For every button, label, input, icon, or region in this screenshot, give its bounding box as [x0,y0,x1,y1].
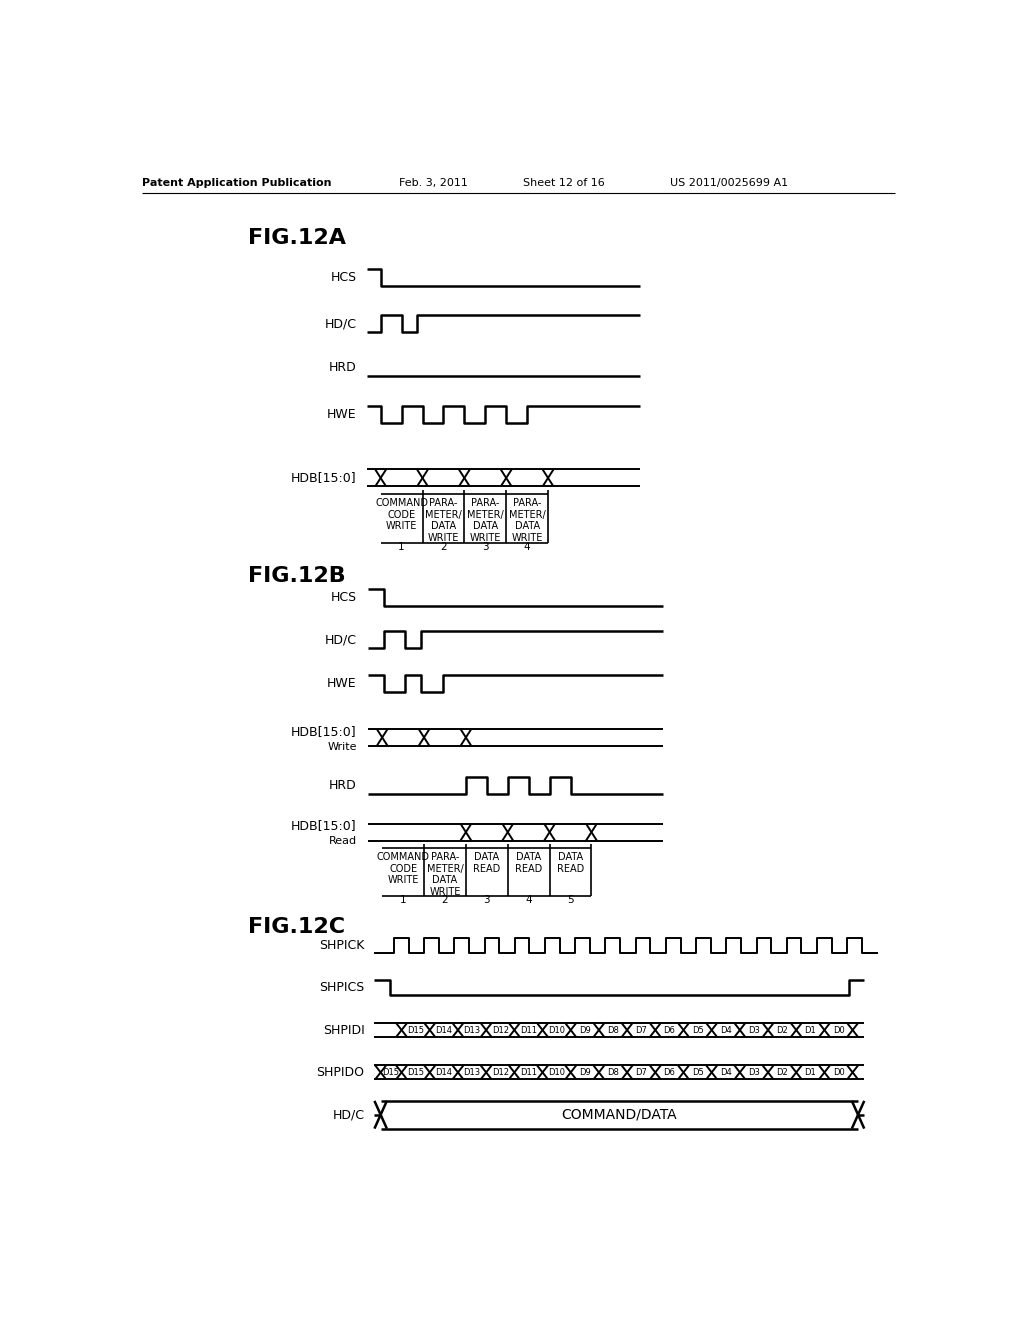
Text: D10: D10 [548,1026,565,1035]
Text: D7: D7 [635,1026,647,1035]
Text: COMMAND
CODE
WRITE: COMMAND CODE WRITE [377,853,430,886]
Text: HWE: HWE [327,677,356,690]
Text: HDB[15:0]: HDB[15:0] [291,725,356,738]
Text: PARA-
METER/
DATA
WRITE: PARA- METER/ DATA WRITE [425,498,462,543]
Text: 4: 4 [524,543,530,552]
Text: D13: D13 [464,1068,480,1077]
Text: COMMAND
CODE
WRITE: COMMAND CODE WRITE [375,498,428,531]
Text: HCS: HCS [331,591,356,603]
Text: FIG.12B: FIG.12B [248,566,346,586]
Text: D4: D4 [720,1026,731,1035]
Text: D11: D11 [520,1068,537,1077]
Text: 3: 3 [482,543,488,552]
Text: D14: D14 [435,1068,453,1077]
Text: D2: D2 [776,1068,788,1077]
Text: PARA-
METER/
DATA
WRITE: PARA- METER/ DATA WRITE [427,853,463,898]
Text: D12: D12 [492,1026,509,1035]
Text: D15: D15 [383,1068,399,1077]
Text: D3: D3 [748,1026,760,1035]
Text: SHPIDO: SHPIDO [316,1065,365,1078]
Text: D5: D5 [691,1026,703,1035]
Text: SHPICK: SHPICK [319,939,365,952]
Text: SHPICS: SHPICS [319,981,365,994]
Text: DATA
READ: DATA READ [473,853,501,874]
Text: D7: D7 [635,1068,647,1077]
Text: D8: D8 [607,1026,618,1035]
Text: D15: D15 [408,1068,424,1077]
Text: 5: 5 [567,895,573,904]
Text: HD/C: HD/C [325,317,356,330]
Text: D11: D11 [520,1026,537,1035]
Text: Sheet 12 of 16: Sheet 12 of 16 [523,178,605,187]
Text: DATA
READ: DATA READ [515,853,543,874]
Text: US 2011/0025699 A1: US 2011/0025699 A1 [671,178,788,187]
Text: D10: D10 [548,1068,565,1077]
Text: D9: D9 [579,1026,591,1035]
Text: D3: D3 [748,1068,760,1077]
Text: D0: D0 [833,1026,845,1035]
Text: 1: 1 [399,895,407,904]
Text: HRD: HRD [329,779,356,792]
Text: D6: D6 [664,1068,675,1077]
Text: Write: Write [327,742,356,751]
Text: PARA-
METER/
DATA
WRITE: PARA- METER/ DATA WRITE [509,498,546,543]
Text: D5: D5 [691,1068,703,1077]
Text: D4: D4 [720,1068,731,1077]
Text: HCS: HCS [331,271,356,284]
Text: COMMAND/DATA: COMMAND/DATA [561,1107,677,1122]
Text: D1: D1 [805,1068,816,1077]
Text: D6: D6 [664,1026,675,1035]
Text: HDB[15:0]: HDB[15:0] [291,820,356,833]
Text: Feb. 3, 2011: Feb. 3, 2011 [399,178,468,187]
Text: HDB[15:0]: HDB[15:0] [291,471,356,484]
Text: Patent Application Publication: Patent Application Publication [142,178,332,187]
Text: D0: D0 [833,1068,845,1077]
Text: SHPIDI: SHPIDI [323,1023,365,1036]
Text: D15: D15 [408,1026,424,1035]
Text: 1: 1 [398,543,404,552]
Text: PARA-
METER/
DATA
WRITE: PARA- METER/ DATA WRITE [467,498,504,543]
Text: HD/C: HD/C [333,1109,365,1121]
Text: D1: D1 [805,1026,816,1035]
Text: D14: D14 [435,1026,453,1035]
Text: 2: 2 [441,895,449,904]
Text: DATA
READ: DATA READ [557,853,584,874]
Text: D9: D9 [579,1068,591,1077]
Text: FIG.12C: FIG.12C [248,917,345,937]
Text: HWE: HWE [327,408,356,421]
Text: HRD: HRD [329,362,356,375]
Text: 4: 4 [525,895,532,904]
Text: D8: D8 [607,1068,618,1077]
Text: FIG.12A: FIG.12A [248,227,346,248]
Text: Read: Read [329,837,356,846]
Text: D12: D12 [492,1068,509,1077]
Text: 3: 3 [483,895,490,904]
Text: D2: D2 [776,1026,788,1035]
Text: HD/C: HD/C [325,634,356,647]
Text: D13: D13 [464,1026,480,1035]
Text: 2: 2 [440,543,446,552]
